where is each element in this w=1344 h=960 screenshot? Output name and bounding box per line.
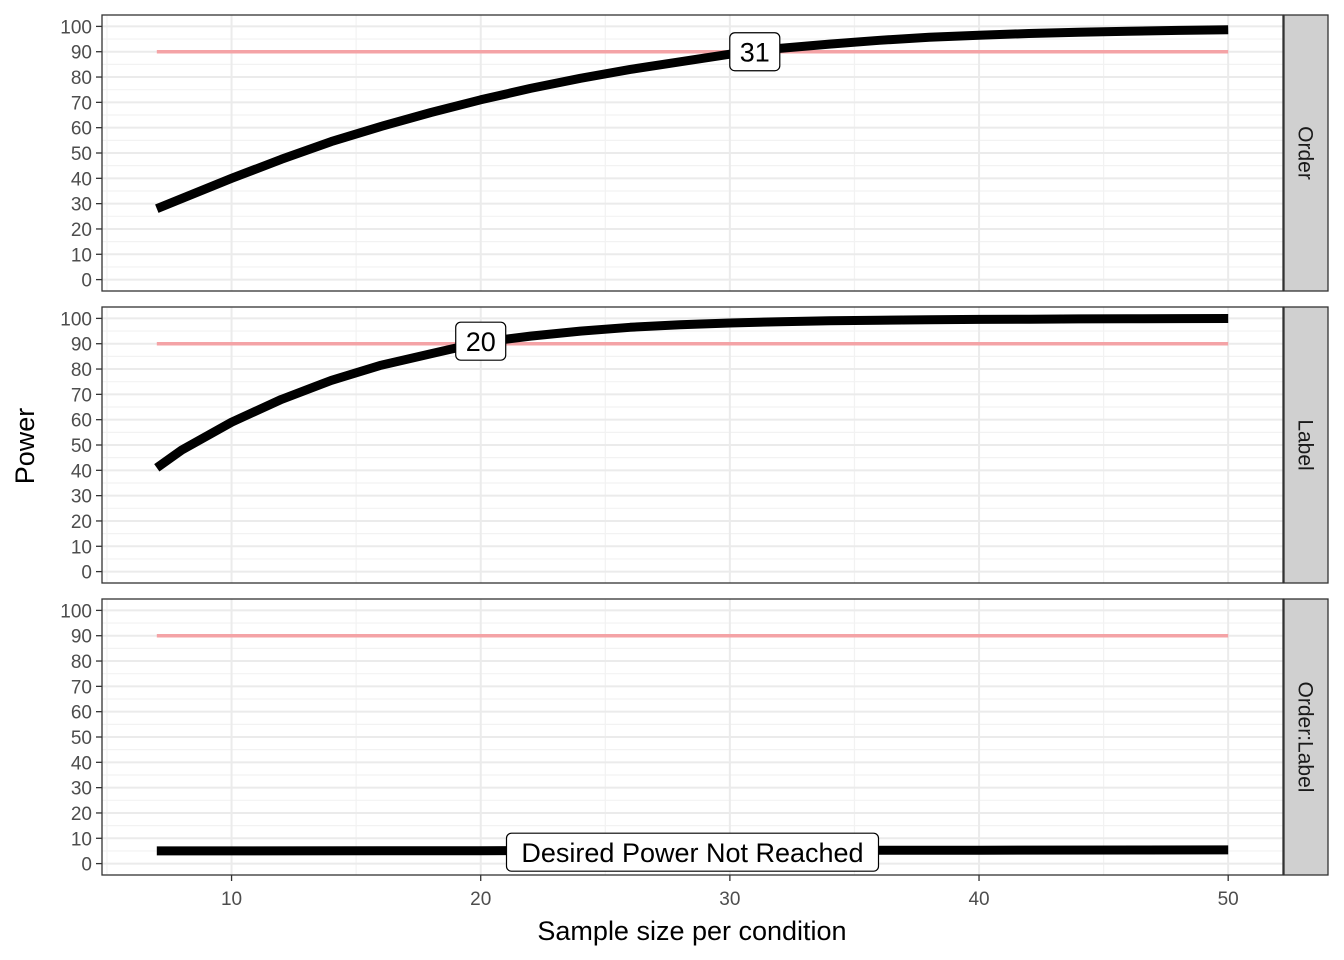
y-tick-label: 10 xyxy=(71,245,92,266)
facet-strip-label: Order xyxy=(1294,126,1317,180)
annotation-box xyxy=(729,32,781,72)
y-tick-label: 60 xyxy=(71,119,92,140)
panel-order: 31 Order 0 10 20 30 40 50 60 70 80 90 100 xyxy=(60,14,1329,292)
annotation-label: 20 xyxy=(466,327,496,357)
y-tick-label: 10 xyxy=(71,829,92,850)
y-tick-label: 70 xyxy=(71,93,92,114)
y-tick-label: 0 xyxy=(81,271,92,292)
x-tick-label: 20 xyxy=(470,889,491,910)
facet-strip-label: Label xyxy=(1294,419,1317,470)
y-tick-label: 40 xyxy=(71,753,92,774)
annotation-label: Desired Power Not Reached xyxy=(521,838,863,868)
y-tick-label: 20 xyxy=(71,804,92,825)
annotation-label: 31 xyxy=(740,38,770,68)
panel-label: 20 Label 0 10 20 30 40 50 60 70 80 90 100 xyxy=(60,306,1329,584)
y-tick-label: 70 xyxy=(71,677,92,698)
y-tick-label: 30 xyxy=(71,487,92,508)
x-tick-label: 30 xyxy=(719,889,740,910)
x-tick-label: 40 xyxy=(968,889,989,910)
y-tick-label: 70 xyxy=(71,385,92,406)
facet-strip xyxy=(1283,14,1329,292)
x-tick-label: 50 xyxy=(1218,889,1239,910)
panel-order-label: Desired Power Not Reached Order:Label 0 10 2… xyxy=(60,598,1329,876)
y-tick-label: 10 xyxy=(71,537,92,558)
y-tick-label: 40 xyxy=(71,461,92,482)
y-tick-label: 20 xyxy=(71,512,92,533)
y-tick-label: 0 xyxy=(81,855,92,876)
y-tick-label: 100 xyxy=(60,17,92,38)
power-series-line xyxy=(155,25,1229,213)
y-tick-label: 80 xyxy=(71,652,92,673)
y-tick-label: 90 xyxy=(71,627,92,648)
y-tick-label: 100 xyxy=(60,309,92,330)
y-axis-title: Power xyxy=(10,408,40,485)
y-tick-label: 80 xyxy=(71,360,92,381)
annotation-box xyxy=(505,832,880,872)
x-axis-title: Sample size per condition xyxy=(537,916,846,946)
facet-strip-label: Order:Label xyxy=(1294,682,1317,793)
annotation-box xyxy=(455,321,507,361)
y-tick-label: 80 xyxy=(71,68,92,89)
y-tick-label: 90 xyxy=(71,335,92,356)
y-tick-label: 60 xyxy=(71,411,92,432)
y-tick-label: 50 xyxy=(71,436,92,457)
x-tick-label: 10 xyxy=(221,889,242,910)
y-tick-label: 0 xyxy=(81,563,92,584)
y-tick-label: 40 xyxy=(71,169,92,190)
panels-layer: 31Order010203040506070809010020Label0102… xyxy=(60,14,1329,910)
y-tick-label: 20 xyxy=(71,220,92,241)
y-tick-label: 90 xyxy=(71,43,92,64)
y-tick-label: 60 xyxy=(71,703,92,724)
y-tick-label: 30 xyxy=(71,195,92,216)
facet-strip xyxy=(1283,306,1329,584)
facet-strip xyxy=(1283,598,1329,876)
y-tick-label: 50 xyxy=(71,144,92,165)
y-tick-label: 50 xyxy=(71,728,92,749)
y-tick-label: 100 xyxy=(60,601,92,622)
power-series-line xyxy=(154,314,1229,472)
y-tick-label: 30 xyxy=(71,779,92,800)
